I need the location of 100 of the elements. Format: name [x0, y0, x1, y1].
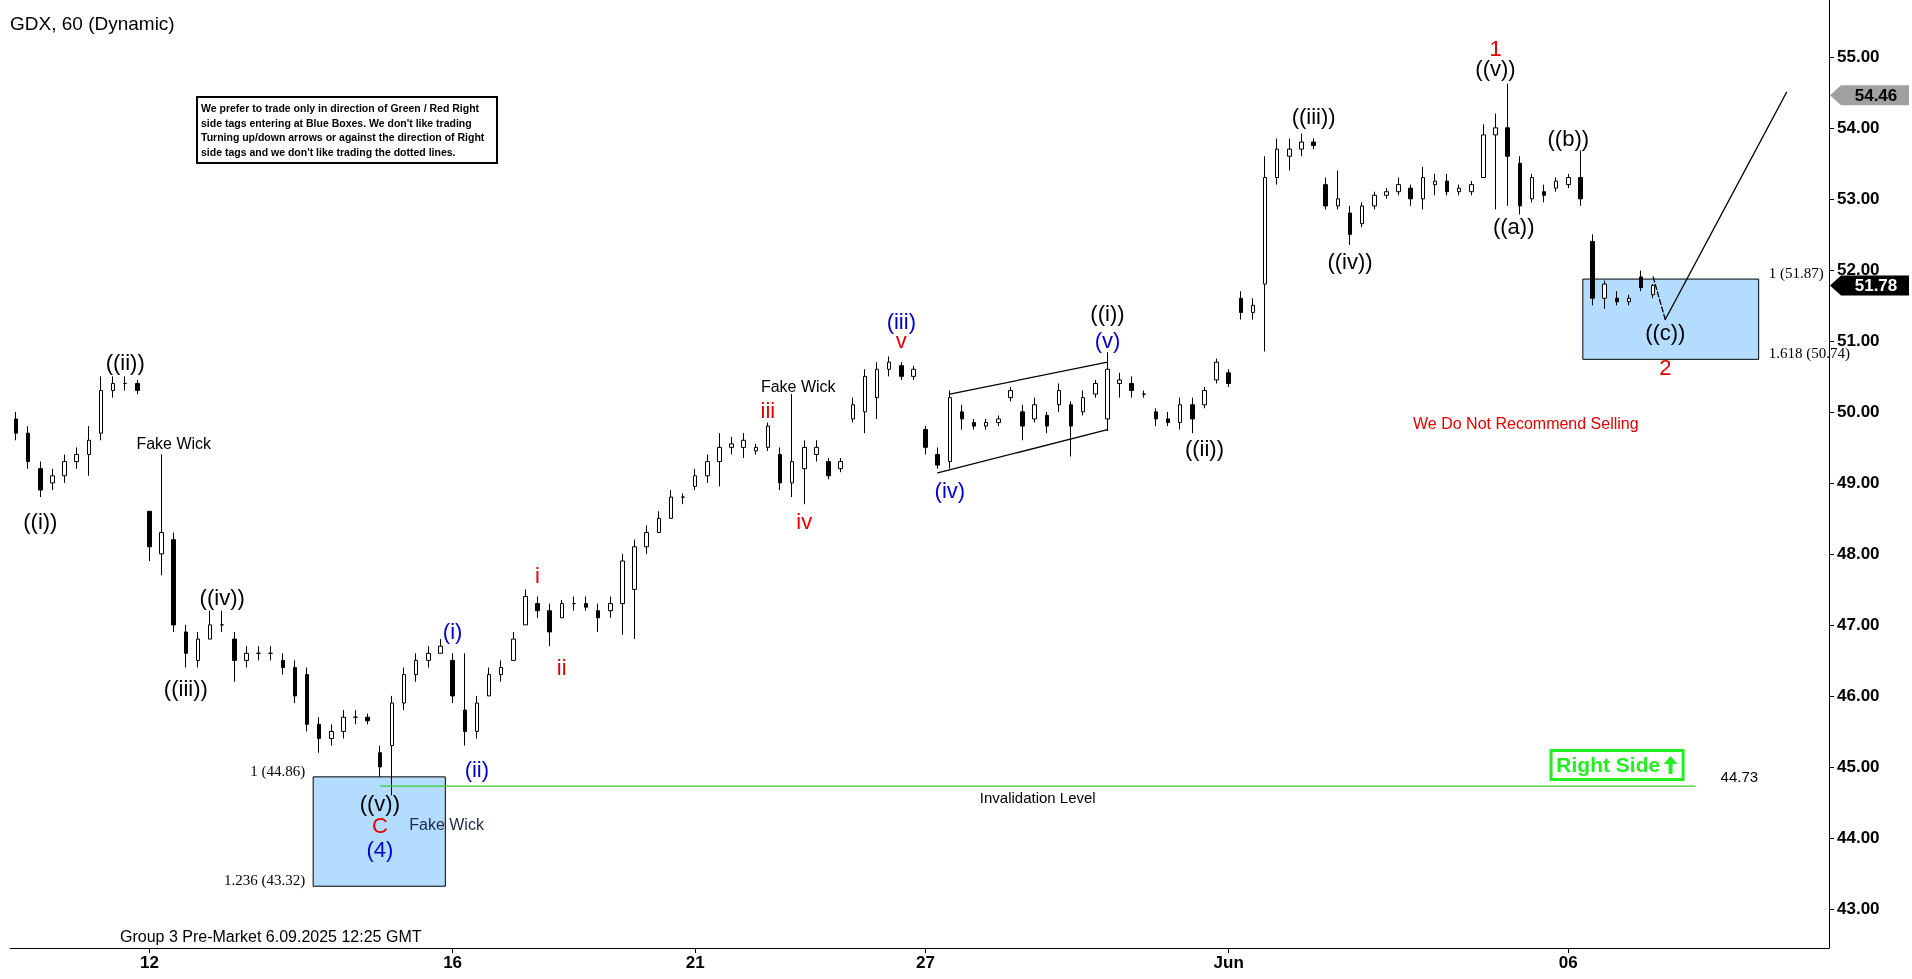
candlestick	[232, 631, 237, 683]
candlestick	[1360, 201, 1364, 228]
candlestick	[511, 631, 516, 661]
candlestick	[281, 652, 285, 676]
candlestick	[1566, 173, 1571, 189]
candlestick	[584, 595, 588, 612]
candlestick	[923, 425, 928, 455]
candlestick	[184, 624, 188, 669]
annotation: (ii)	[464, 757, 490, 783]
ref-line-label: Invalidation Level	[979, 789, 1096, 807]
candlestick	[1336, 169, 1340, 210]
candlestick	[317, 716, 321, 754]
candlestick	[560, 599, 564, 619]
candlestick	[1627, 294, 1631, 306]
candlestick	[329, 723, 334, 747]
candlestick	[1518, 155, 1522, 215]
annotation: i	[535, 563, 540, 589]
candlestick	[1287, 137, 1292, 171]
candlestick	[1299, 133, 1304, 157]
annotation: (4)	[366, 836, 394, 862]
candlestick	[1421, 166, 1425, 210]
candlestick	[353, 709, 358, 725]
annotation: Fake Wick	[136, 434, 213, 452]
candlestick	[414, 652, 418, 683]
candlestick	[147, 510, 152, 562]
candlestick	[450, 652, 455, 704]
candlestick	[572, 595, 576, 612]
candlestick	[875, 361, 879, 420]
candlestick	[365, 713, 370, 725]
candlestick	[38, 461, 43, 498]
candlestick	[693, 468, 697, 491]
candlestick	[790, 393, 794, 498]
candlestick	[669, 489, 673, 519]
candlestick	[632, 539, 637, 640]
candlestick	[523, 588, 528, 626]
candlestick	[1372, 191, 1377, 210]
annotation: We prefer to trade only in direction of Green / Red Right side tags entering at Blue Boxes. We don't like trading Turning up/down arrows or against the direction of Right side tags and we don't like trading the dotted lines.	[201, 102, 488, 158]
candlestick	[14, 411, 18, 441]
annotation: ii	[556, 655, 567, 681]
candlestick	[1275, 137, 1279, 186]
candlestick	[826, 457, 831, 480]
annotation: Fake Wick	[409, 815, 485, 833]
annotation: We Do Not Recommend Selling	[1413, 415, 1639, 433]
candlestick	[1166, 411, 1170, 427]
annotation: ((b))	[1547, 125, 1590, 151]
candlestick	[1469, 180, 1474, 196]
annotation: ((a))	[1492, 214, 1535, 240]
candlestick	[1081, 390, 1085, 416]
candlestick	[1263, 155, 1267, 353]
candlestick	[778, 446, 782, 491]
candlestick	[535, 595, 540, 619]
annotation: (v)	[1094, 328, 1121, 354]
candlestick	[887, 355, 891, 377]
annotation: ((c))	[1645, 319, 1686, 345]
band-label: 1 (44.86)	[250, 762, 306, 780]
y-tick-label: 54.00	[1837, 118, 1880, 138]
candlestick	[1154, 407, 1158, 427]
candlestick	[159, 453, 164, 576]
candlestick	[863, 368, 867, 434]
candlestick	[426, 645, 431, 669]
candlestick	[717, 432, 722, 487]
annotation: ((iv))	[1327, 248, 1373, 274]
annotation: 1.236 (43.32)	[223, 872, 306, 890]
annotation: ((iv))	[199, 585, 245, 611]
x-tick-label: Jun	[1213, 953, 1244, 972]
candlestick	[1481, 123, 1486, 179]
candlestick	[1505, 83, 1510, 207]
candlestick	[1384, 187, 1389, 200]
y-tick-label: 53.00	[1837, 189, 1880, 209]
candlestick	[208, 610, 212, 640]
candlestick	[620, 553, 625, 636]
band-label: 1 (51.87)	[1768, 265, 1824, 283]
candlestick	[1190, 397, 1195, 434]
x-tick-label: 06	[1558, 953, 1578, 972]
annotation: Right Side	[1556, 752, 1661, 777]
annotation: iii	[760, 397, 776, 423]
candlestick	[123, 375, 127, 392]
candlestick	[1057, 382, 1061, 413]
candlestick	[135, 379, 140, 395]
candlestick	[814, 439, 819, 463]
y-tick-label: 50.00	[1837, 402, 1880, 422]
candlestick	[1615, 290, 1619, 306]
candlestick	[1396, 177, 1401, 196]
candlestick	[268, 645, 273, 661]
candlestick	[341, 709, 346, 740]
annotation: ((ii))	[105, 350, 145, 376]
candlestick	[463, 652, 467, 747]
candlestick	[1530, 173, 1534, 203]
annotation: ((ii))	[1184, 435, 1225, 461]
candlestick	[1117, 372, 1122, 399]
candlestick	[475, 695, 479, 740]
candlestick	[754, 443, 758, 455]
candlestick	[244, 645, 249, 669]
candlestick	[220, 610, 224, 633]
x-tick-label: 27	[916, 953, 936, 972]
candlestick	[1493, 113, 1498, 210]
y-tick-label: 47.00	[1837, 615, 1880, 635]
candlestick	[1093, 379, 1098, 399]
candlestick	[1239, 290, 1243, 321]
candlestick	[1214, 358, 1219, 384]
